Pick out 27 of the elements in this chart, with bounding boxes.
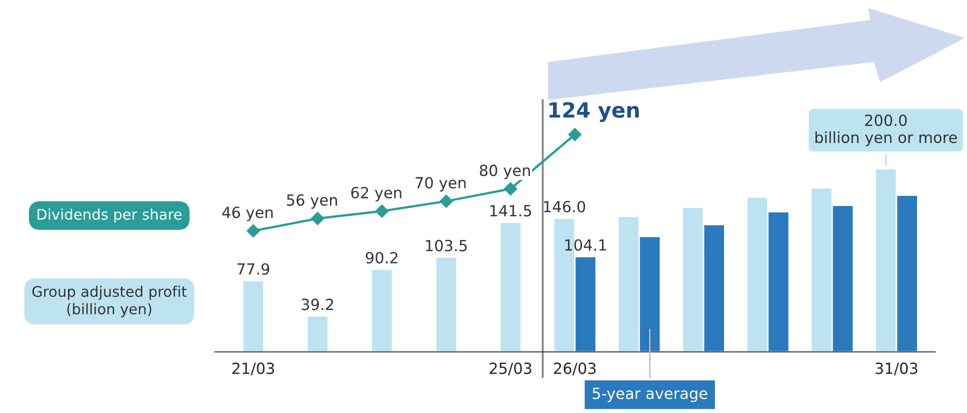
x-tick-label: 25/03 (490, 362, 532, 376)
data-label: 77.9 (238, 263, 270, 275)
text: Dividends per share (38, 208, 182, 223)
data-label: 80 yen (480, 164, 530, 180)
data-label: 141.5 (490, 205, 532, 217)
annotation: 200.0 billion yen or more (815, 114, 957, 146)
data-label: 104.1 (565, 239, 606, 251)
x-tick-label: 26/03 (554, 362, 596, 376)
point (375, 204, 388, 218)
data-label: 124 yen (549, 102, 639, 122)
point (311, 212, 324, 226)
point (504, 182, 518, 196)
data-label: 39.2 (302, 298, 334, 310)
data-label: 46 yen (222, 206, 273, 222)
data-label: 70 yen (416, 176, 466, 192)
data-label: 103.5 (426, 240, 467, 252)
data-label: 62 yen (351, 186, 402, 202)
point (568, 128, 582, 142)
point (246, 224, 260, 238)
text: Group adjusted profit (billion yen) (32, 286, 187, 318)
text: 5-year average (592, 388, 708, 402)
data-label: 146.0 (544, 200, 586, 212)
data-label: 56 yen (287, 194, 337, 209)
x-tick-label: 21/03 (232, 362, 274, 376)
x-tick-label: 31/03 (876, 362, 918, 376)
data-label: 90.2 (366, 252, 398, 264)
point (440, 194, 453, 208)
